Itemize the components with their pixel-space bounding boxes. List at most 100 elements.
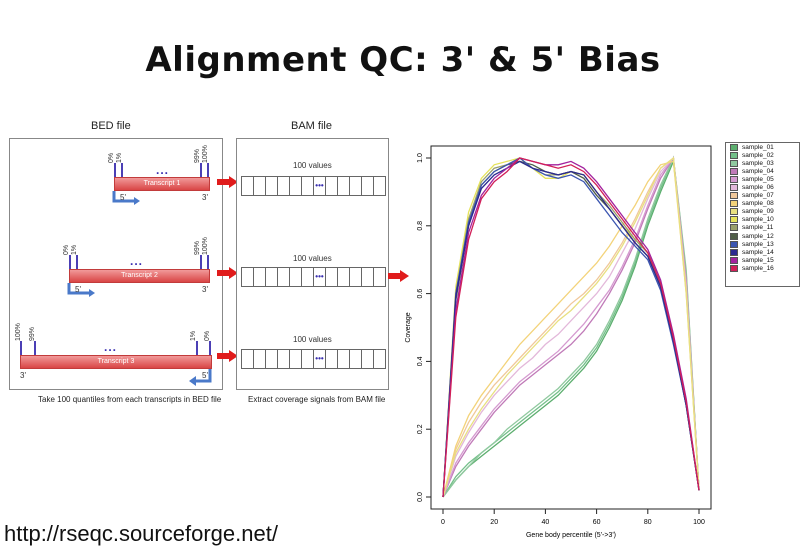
- tick-label: 100%: [202, 237, 209, 255]
- red-arrow-icon: [217, 267, 238, 279]
- legend-swatch: [730, 256, 738, 264]
- legend-swatch: [730, 200, 738, 208]
- series-line-sample_06: [442, 156, 700, 498]
- strand-end-label: 5': [202, 371, 208, 380]
- transcript-bar: Transcript 3: [20, 355, 212, 369]
- legend-label: sample_13: [742, 240, 774, 248]
- quantile-tick: [200, 163, 202, 177]
- reverse-arrow-icon: [189, 369, 212, 386]
- legend-item: sample_08: [726, 200, 799, 208]
- legend-swatch: [730, 175, 738, 183]
- legend-item: sample_10: [726, 216, 799, 224]
- legend-item: sample_13: [726, 240, 799, 248]
- series-line-sample_05: [442, 156, 700, 498]
- quantile-tick: [114, 163, 116, 177]
- legend-label: sample_02: [742, 151, 774, 159]
- plot-frame: [430, 145, 712, 510]
- x-axis-label: Gene body percentile (5'->3'): [526, 532, 616, 539]
- strand-end-label: 5': [75, 285, 81, 294]
- series-line-sample_04: [442, 156, 700, 498]
- tick-label: 1%: [116, 152, 123, 163]
- legend-swatch: [730, 232, 738, 240]
- ellipsis-dots: ...: [156, 163, 170, 177]
- strand-end-label: 3': [202, 193, 208, 202]
- slide-title: Alignment QC: 3' & 5' Bias: [145, 40, 661, 80]
- values-label: 100 values: [293, 335, 332, 344]
- tick-label: 0%: [63, 244, 70, 255]
- legend-swatch: [730, 208, 738, 216]
- tick-label: 0%: [108, 152, 115, 163]
- series-line-sample_03: [442, 155, 700, 498]
- quantile-tick: [207, 255, 209, 269]
- x-tick-label: 100: [693, 519, 705, 526]
- ellipsis-dots: ...: [130, 254, 144, 268]
- series-line-sample_15: [442, 157, 700, 498]
- legend-item: sample_04: [726, 167, 799, 175]
- series-line-sample_10: [442, 157, 700, 498]
- gene-body-coverage-chart: 0 20 40 60 80 100 0.0 0.2 0.4 0.6 0.8 1.0 Gene body …: [405, 145, 712, 539]
- quantile-tick: [76, 255, 78, 269]
- legend-item: sample_02: [726, 151, 799, 159]
- strand-end-label: 5': [120, 193, 126, 202]
- legend-label: sample_12: [742, 232, 774, 240]
- legend-swatch: [730, 224, 738, 232]
- legend-swatch: [730, 192, 738, 200]
- transcript-bar: Transcript 2: [69, 269, 210, 283]
- x-tick-label: 60: [593, 519, 601, 526]
- forward-arrow-icon: [112, 191, 140, 205]
- y-tick-label: 0.4: [417, 356, 424, 366]
- bam-file-box: 100 values ••• 100 values ••• 100 values…: [236, 138, 389, 390]
- quantile-tick: [34, 341, 36, 355]
- bam-caption: Extract coverage signals from BAM file: [248, 395, 386, 404]
- bam-file-label: BAM file: [291, 120, 332, 132]
- y-tick-label: 0.6: [417, 289, 424, 299]
- legend-label: sample_05: [742, 175, 774, 183]
- x-tick-label: 80: [644, 519, 652, 526]
- legend-label: sample_14: [742, 248, 774, 256]
- legend-label: sample_09: [742, 208, 774, 216]
- y-axis-label: Coverage: [405, 312, 412, 342]
- series-line-sample_16: [442, 157, 700, 498]
- series-line-sample_01: [442, 158, 700, 498]
- x-tick-label: 40: [542, 519, 550, 526]
- source-url[interactable]: http://rseqc.sourceforge.net/: [4, 521, 278, 546]
- tick-label: 1%: [190, 330, 197, 341]
- quantile-tick: [209, 341, 211, 355]
- y-tick-label: 0.2: [417, 424, 424, 434]
- chart-legend: sample_01 sample_02 sample_03 sample_04 samp…: [725, 142, 800, 287]
- strand-end-label: 3': [20, 371, 26, 380]
- bed-file-label: BED file: [91, 120, 131, 132]
- quantile-tick: [121, 163, 123, 177]
- tick-label: 1%: [71, 244, 78, 255]
- strand-end-label: 3': [202, 285, 208, 294]
- ellipsis-dots: ...: [104, 340, 118, 354]
- legend-swatch: [730, 248, 738, 256]
- legend-label: sample_04: [742, 167, 774, 175]
- y-tick-label: 1.0: [417, 153, 424, 163]
- legend-item: sample_03: [726, 159, 799, 167]
- legend-item: sample_09: [726, 208, 799, 216]
- legend-label: sample_01: [742, 143, 774, 151]
- legend-item: sample_12: [726, 232, 799, 240]
- legend-label: sample_15: [742, 256, 774, 264]
- legend-swatch: [730, 143, 738, 151]
- bed-file-box: 0% 1% ... 99% 100% Transcript 1 5' 3' 0%…: [9, 138, 223, 390]
- legend-swatch: [730, 216, 738, 224]
- quantile-tick: [207, 163, 209, 177]
- forward-arrow-icon: [67, 283, 95, 297]
- red-arrow-icon: [217, 176, 238, 188]
- value-cells: •••: [241, 349, 386, 369]
- legend-item: sample_01: [726, 143, 799, 151]
- legend-swatch: [730, 151, 738, 159]
- values-label: 100 values: [293, 254, 332, 263]
- value-cells: •••: [241, 176, 386, 196]
- transcript-bar: Transcript 1: [114, 177, 210, 191]
- legend-label: sample_07: [742, 192, 774, 200]
- legend-label: sample_10: [742, 216, 774, 224]
- series-line-sample_02: [442, 155, 700, 498]
- series-line-sample_13: [442, 157, 700, 498]
- red-arrow-icon: [388, 270, 409, 282]
- bed-caption: Take 100 quantiles from each transcripts…: [38, 395, 222, 404]
- tick-label: 100%: [15, 323, 22, 341]
- legend-label: sample_03: [742, 159, 774, 167]
